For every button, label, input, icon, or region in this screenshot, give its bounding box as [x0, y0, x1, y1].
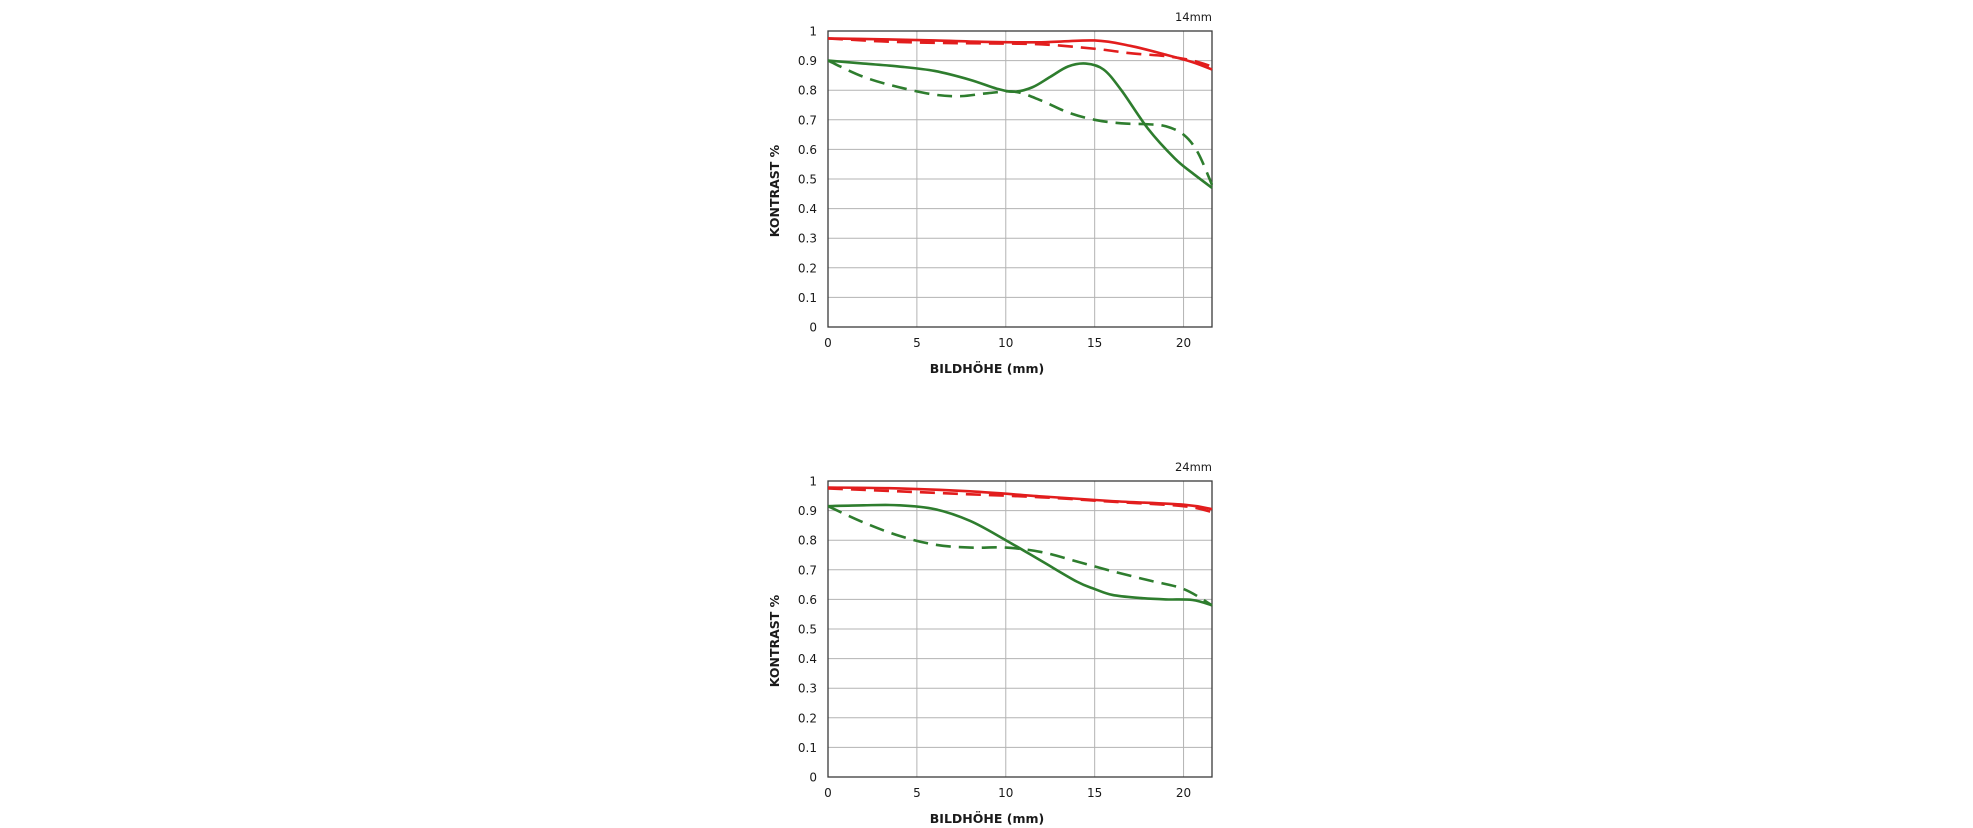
chart2-xtick-label: 0: [824, 786, 832, 800]
chart1-xtick-label: 0: [824, 336, 832, 350]
chart1-ytick-label: 0.9: [798, 54, 817, 68]
chart1-series-4-dashed: [828, 59, 1213, 186]
chart2-ytick-label: 0.6: [798, 593, 817, 607]
chart1-ytick-label: 0.8: [798, 84, 817, 98]
chart2-xtick-label: 15: [1087, 786, 1102, 800]
chart1-ytick-label: 0.4: [798, 202, 817, 216]
chart1-ytick-label: 1: [809, 25, 817, 39]
chart1-y-axis-title: KONTRAST %: [767, 144, 782, 237]
chart2-series-3-solid: [828, 503, 1213, 607]
chart1-series-3-solid: [828, 59, 1213, 189]
chart2-xtick-label: 20: [1176, 786, 1191, 800]
chart1-x-axis-title: BILDHÖHE (mm): [930, 361, 1044, 376]
chart1-xtick-label: 15: [1087, 336, 1102, 350]
chart1-xtick-label: 10: [998, 336, 1013, 350]
chart2-x-axis-title: BILDHÖHE (mm): [930, 811, 1044, 826]
chart1-ytick-label: 0: [809, 321, 817, 335]
chart2-xtick-label: 10: [998, 786, 1013, 800]
chart2-ytick-label: 0.5: [798, 623, 817, 637]
chart1-xtick-label: 20: [1176, 336, 1191, 350]
chart2-ytick-label: 1: [809, 475, 817, 489]
chart2-ytick-label: 0.9: [798, 504, 817, 518]
chart1-ytick-label: 0.6: [798, 143, 817, 157]
chart2-ytick-label: 0: [809, 771, 817, 785]
chart1-ytick-label: 0.5: [798, 173, 817, 187]
chart2-ytick-label: 0.1: [798, 741, 817, 755]
chart1-plot-frame: [827, 30, 1213, 328]
chart2-series-4-dashed: [828, 504, 1213, 607]
chart2-group: 00.10.20.30.40.50.60.70.80.910 5 10 15 20BIL…: [767, 460, 1213, 826]
chart2-focal-length-label: 24mm: [1175, 460, 1212, 474]
chart2-ytick-label: 0.7: [798, 563, 817, 577]
chart1-focal-length-label: 14mm: [1175, 10, 1212, 24]
chart1-ytick-label: 0.1: [798, 291, 817, 305]
chart2-ytick-label: 0.3: [798, 682, 817, 696]
chart2-y-axis-title: KONTRAST %: [767, 594, 782, 687]
chart1-xtick-label: 5: [913, 336, 921, 350]
chart2-ytick-label: 0.4: [798, 652, 817, 666]
chart2-ytick-label: 0.8: [798, 534, 817, 548]
chart2-xtick-label: 5: [913, 786, 921, 800]
chart2-ytick-label: 0.2: [798, 711, 817, 725]
chart1-ytick-label: 0.3: [798, 232, 817, 246]
chart1-series-2-dashed: [828, 37, 1213, 68]
chart2-plot-frame: [827, 480, 1213, 778]
chart2-series-2-dashed: [828, 487, 1213, 514]
chart1-group: 00.10.20.30.40.50.60.70.80.910 5 10 15 20BIL…: [767, 10, 1213, 376]
chart1-ytick-label: 0.7: [798, 113, 817, 127]
chart1-ytick-label: 0.2: [798, 261, 817, 275]
